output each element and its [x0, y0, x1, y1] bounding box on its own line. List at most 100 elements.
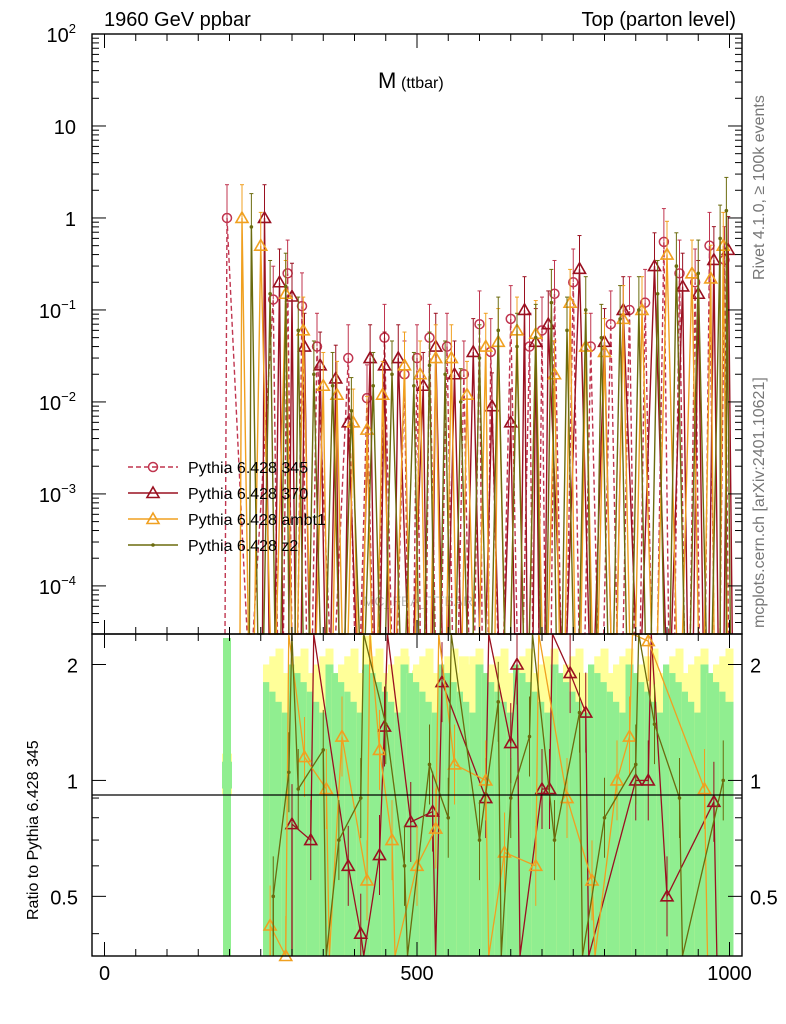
- data-point: [565, 328, 569, 333]
- band-inner: [650, 701, 659, 956]
- band-inner: [525, 682, 534, 956]
- data-point: [458, 368, 470, 380]
- data-point: [329, 387, 345, 400]
- data-point: [234, 210, 250, 224]
- ratio-point: [508, 796, 513, 800]
- ratio-point: [384, 832, 400, 846]
- y-tick-label: 10−4: [39, 573, 76, 599]
- ratio-point: [296, 787, 301, 791]
- data-point: [459, 387, 475, 400]
- data-point: [295, 322, 311, 336]
- legend-entry: Pythia 6.428 z2: [128, 538, 298, 555]
- data-point: [296, 328, 301, 333]
- data-point: [477, 356, 482, 360]
- band-inner: [544, 712, 553, 956]
- data-point: [718, 236, 722, 241]
- band-inner: [656, 712, 665, 956]
- ratio-point: [677, 796, 682, 800]
- data-point: [572, 261, 587, 275]
- ratio-point: [337, 838, 341, 842]
- y-tick-label: 1: [65, 209, 76, 231]
- ratio-point: [659, 888, 675, 902]
- data-point: [505, 313, 516, 325]
- data-point: [397, 357, 412, 371]
- data-point: [484, 398, 500, 412]
- ratio-point: [383, 722, 388, 726]
- ratio-point: [284, 816, 300, 830]
- band-inner: [688, 701, 696, 956]
- data-point: [371, 383, 376, 388]
- data-point: [618, 317, 622, 321]
- data-point: [684, 265, 700, 279]
- ratio-point: [534, 781, 550, 795]
- data-point: [659, 246, 675, 260]
- ratio-point: [640, 633, 656, 647]
- data-point: [284, 288, 300, 302]
- data-point: [658, 236, 670, 248]
- legend-label: Pythia 6.428 ambt1: [188, 512, 326, 529]
- band-inner: [450, 682, 459, 956]
- band-inner: [556, 673, 565, 956]
- ratio-series-pythia-6.428-z2: [271, 633, 726, 957]
- ratio-point: [321, 748, 326, 752]
- data-point: [478, 338, 494, 352]
- ratio-point: [303, 832, 319, 846]
- ratio-point: [721, 778, 726, 783]
- ratio-point: [578, 704, 594, 718]
- band-inner: [350, 701, 359, 956]
- band-inner: [644, 691, 653, 956]
- data-point: [696, 271, 701, 276]
- ratio-point: [697, 781, 712, 795]
- ratio-point: [403, 814, 419, 828]
- ratio-point: [477, 838, 482, 842]
- band-inner: [569, 691, 578, 956]
- data-point: [268, 291, 272, 296]
- band-inner: [663, 664, 671, 956]
- data-point: [349, 409, 354, 413]
- legend-entry: Pythia 6.428 ambt1: [128, 511, 326, 529]
- legend-marker: [145, 485, 161, 499]
- band-inner: [719, 691, 728, 956]
- band-inner: [438, 664, 446, 956]
- data-point: [517, 302, 532, 316]
- data-point: [330, 383, 335, 388]
- ratio-panel: 0.5 0.5 1 1 2 2 0 500 1000 Ratio to Pythia 6.428…: [25, 633, 778, 985]
- data-point: [549, 288, 560, 300]
- data-point: [605, 318, 616, 330]
- y-tick-label: 10−3: [39, 481, 76, 507]
- band-inner: [338, 682, 346, 956]
- band-inner: [381, 691, 390, 956]
- legend-entry: Pythia 6.428 370: [128, 485, 308, 503]
- ratio-point: [562, 665, 578, 679]
- data-point: [443, 350, 459, 364]
- data-point: [343, 352, 354, 364]
- ratio-point: [478, 772, 494, 786]
- band-inner: [400, 664, 409, 956]
- band-inner: [394, 712, 403, 956]
- data-point: [549, 300, 554, 305]
- plot-title: M: [378, 68, 396, 93]
- ratio-point: [427, 762, 432, 767]
- band-inner: [363, 664, 371, 956]
- band-inner: [263, 682, 271, 956]
- data-point: [315, 378, 331, 392]
- data-point: [253, 238, 269, 251]
- ratio-point: [271, 894, 276, 899]
- data-point: [568, 277, 579, 288]
- ratio-point: [447, 756, 462, 770]
- mcplots-label: mcplots.cern.ch [arXiv:2401.10621]: [751, 377, 768, 628]
- data-point: [443, 372, 447, 377]
- band-inner: [463, 701, 471, 956]
- ratio-point: [640, 772, 656, 786]
- band-inner: [325, 664, 334, 956]
- ratio-point: [633, 762, 638, 767]
- legend-label: Pythia 6.428 345: [188, 460, 308, 477]
- band-inner: [606, 691, 615, 956]
- data-point: [428, 350, 444, 364]
- ratio-point: [622, 728, 637, 742]
- legend-entry: Pythia 6.428 345: [128, 460, 308, 477]
- x-tick-label: 1000: [707, 963, 752, 985]
- data-point: [412, 366, 428, 380]
- band-inner: [456, 691, 465, 956]
